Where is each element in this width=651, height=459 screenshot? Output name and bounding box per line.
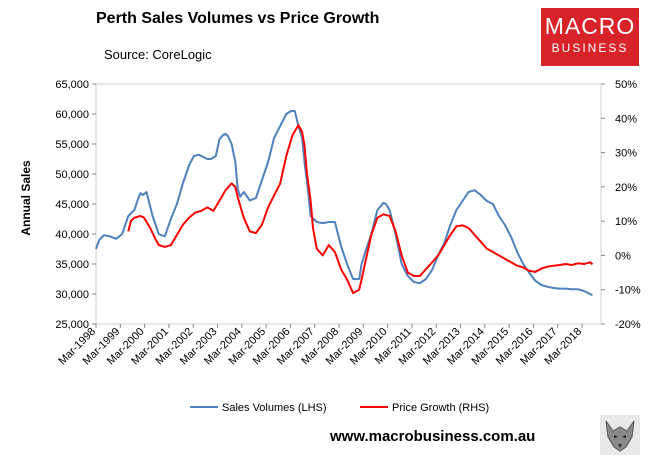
right-axis: -20% -10% 0% 10% 20% 30% 40% 50% [601,79,641,331]
right-tick-label: 50% [615,79,637,91]
website-url: www.macrobusiness.com.au [330,428,536,445]
left-tick-label: 45,000 [55,199,89,211]
chart-title: Perth Sales Volumes vs Price Growth [96,10,380,27]
macrobusiness-logo: MACRO BUSINESS [541,8,639,66]
logo-line-1: MACRO [544,13,636,39]
right-tick-label: 0% [615,250,631,262]
left-tick-label: 30,000 [55,289,89,301]
x-axis: Mar-1998Mar-1999Mar-2000Mar-2001Mar-2002… [56,324,584,367]
plot-area [95,83,602,325]
left-tick-label: 60,000 [55,109,89,121]
left-tick-label: 65,000 [55,79,89,91]
right-tick-label: 30% [615,148,637,160]
left-tick-label: 25,000 [55,319,89,331]
logo-line-2: BUSINESS [551,41,629,55]
legend-sales-label: Sales Volumes (LHS) [222,402,327,414]
right-tick-label: 40% [615,113,637,125]
price-growth-line [127,124,594,295]
legend: Sales Volumes (LHS) Price Growth (RHS) [190,402,489,414]
y-axis-label: Annual Sales [19,160,33,236]
sales-volumes-line [95,110,593,297]
right-tick-label: -20% [615,319,641,331]
wolf-logo-icon [600,415,640,455]
left-tick-label: 40,000 [55,229,89,241]
right-tick-label: -10% [615,285,641,297]
right-tick-label: 20% [615,182,637,194]
left-axis: 25,000 30,000 35,000 40,000 45,000 50,000 55,0… [55,79,96,331]
left-tick-label: 35,000 [55,259,89,271]
legend-price-label: Price Growth (RHS) [392,402,489,414]
source-label: Source: CoreLogic [104,47,212,62]
left-tick-label: 50,000 [55,169,89,181]
left-tick-label: 55,000 [55,139,89,151]
right-tick-label: 10% [615,216,637,228]
